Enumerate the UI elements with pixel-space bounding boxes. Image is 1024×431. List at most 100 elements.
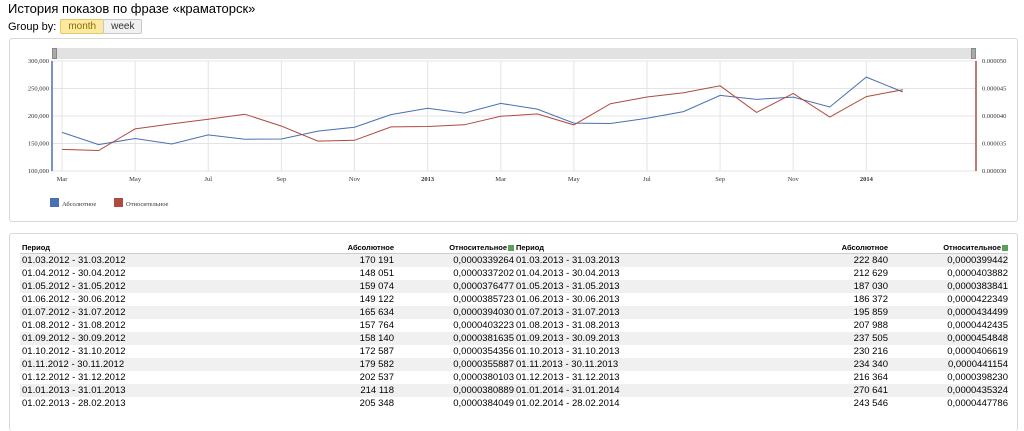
- table-row: 01.12.2013 - 31.12.2013 216 364 0,00003982…: [514, 371, 1008, 384]
- y-left-tick-label: 150,000: [28, 141, 49, 148]
- relative-cell: 0,0000339264: [394, 253, 514, 267]
- period-cell: 01.06.2013 - 30.06.2013: [516, 294, 620, 305]
- table-row: 01.09.2012 - 30.09.2012 158 140 0,00003816…: [20, 332, 514, 345]
- absolute-cell: 207 988: [853, 320, 888, 331]
- col-header-period[interactable]: Период: [20, 242, 242, 254]
- relative-cell: 0,0000441154: [888, 358, 1008, 371]
- absolute-cell: 195 859: [736, 306, 888, 319]
- x-tick-label: 2013: [421, 176, 435, 183]
- relative-cell: 0,0000354356: [453, 346, 514, 357]
- y-right-tick-label: 0.000035: [982, 141, 1006, 148]
- range-handle-left[interactable]: [52, 48, 57, 59]
- relative-cell: 0,0000422349: [947, 294, 1008, 305]
- chart-panel: 300,000 0.000050 250,000 0.000045 200,000 0.0…: [9, 38, 1018, 222]
- absolute-cell: 230 216: [853, 346, 888, 357]
- sort-icon[interactable]: [508, 245, 514, 252]
- period-cell: 01.09.2012 - 30.09.2012: [20, 332, 242, 345]
- absolute-cell: 205 348: [359, 398, 394, 409]
- absolute-cell: 149 122: [359, 294, 394, 305]
- table-row: 01.10.2012 - 31.10.2012 172 587 0,00003543…: [20, 345, 514, 358]
- table-row: 01.02.2013 - 28.02.2013 205 348 0,00003840…: [20, 397, 514, 410]
- period-cell: 01.11.2012 - 30.11.2012: [20, 358, 242, 371]
- relative-cell: 0,0000381635: [394, 332, 514, 345]
- table-row: 01.06.2013 - 30.06.2013 186 372 0,00004223…: [514, 293, 1008, 306]
- table-row: 01.01.2013 - 31.01.2013 214 118 0,00003808…: [20, 384, 514, 397]
- period-cell: 01.07.2013 - 31.07.2013: [514, 306, 736, 319]
- absolute-cell: 187 030: [736, 280, 888, 293]
- relative-cell: 0,0000403223: [453, 320, 514, 331]
- legend-swatch: [50, 198, 59, 207]
- col-header-period[interactable]: Период: [514, 242, 736, 254]
- x-tick-label: Mar: [495, 176, 507, 183]
- absolute-cell: 237 505: [736, 332, 888, 345]
- absolute-cell: 165 634: [242, 306, 394, 319]
- absolute-cell: 159 074: [242, 280, 394, 293]
- period-cell: 01.06.2012 - 30.06.2012: [22, 294, 126, 305]
- legend-label: Абсолютное: [62, 201, 96, 208]
- period-cell: 01.03.2012 - 31.03.2012: [20, 253, 242, 267]
- col-header-relative[interactable]: Относительное: [888, 242, 1008, 254]
- relative-cell: 0,0000442435: [947, 320, 1008, 331]
- absolute-cell: 172 587: [359, 346, 394, 357]
- period-cell: 01.05.2013 - 31.05.2013: [514, 280, 736, 293]
- table-row: 01.11.2013 - 30.11.2013 234 340 0,00004411…: [514, 358, 1008, 371]
- period-cell: 01.08.2012 - 31.08.2012: [22, 320, 126, 331]
- relative-cell: 0,0000355887: [394, 358, 514, 371]
- legend-swatch: [114, 198, 123, 207]
- relative-cell: 0,0000434499: [888, 306, 1008, 319]
- y-left-tick-label: 200,000: [28, 113, 49, 120]
- relative-cell: 0,0000398230: [947, 372, 1008, 383]
- period-cell: 01.02.2013 - 28.02.2013: [22, 398, 126, 409]
- relative-cell: 0,0000454848: [888, 332, 1008, 345]
- col-header-relative[interactable]: Относительное: [394, 242, 514, 254]
- range-handle-right[interactable]: [971, 48, 976, 59]
- relative-cell: 0,0000337202: [453, 268, 514, 279]
- absolute-cell: 234 340: [736, 358, 888, 371]
- absolute-cell: 202 537: [359, 372, 394, 383]
- relative-cell: 0,0000383841: [888, 280, 1008, 293]
- table-row: 01.07.2013 - 31.07.2013 195 859 0,00004344…: [514, 306, 1008, 319]
- relative-cell: 0,0000406619: [947, 346, 1008, 357]
- stats-table-panel: Период Абсолютное Относительное 01.03.20…: [9, 233, 1018, 431]
- table-row: 01.11.2012 - 30.11.2012 179 582 0,00003558…: [20, 358, 514, 371]
- col-header-absolute[interactable]: Абсолютное: [736, 242, 888, 254]
- absolute-cell: 170 191: [242, 253, 394, 267]
- stats-table-left: Период Абсолютное Относительное 01.03.20…: [20, 242, 514, 410]
- col-header-absolute[interactable]: Абсолютное: [242, 242, 394, 254]
- absolute-cell: 222 840: [736, 253, 888, 267]
- group-month-button[interactable]: month: [60, 19, 105, 34]
- table-row: 01.09.2013 - 30.09.2013 237 505 0,00004548…: [514, 332, 1008, 345]
- col-header-relative-label: Относительное: [943, 243, 1001, 252]
- table-row: 01.04.2013 - 30.04.2013 212 629 0,00004038…: [514, 267, 1008, 280]
- table-row: 01.01.2014 - 31.01.2014 270 641 0,00004353…: [514, 384, 1008, 397]
- absolute-cell: 216 364: [853, 372, 888, 383]
- col-header-relative-label: Относительное: [449, 243, 507, 252]
- y-left-tick-label: 100,000: [28, 168, 49, 175]
- absolute-cell: 270 641: [736, 384, 888, 397]
- absolute-cell: 157 764: [359, 320, 394, 331]
- table-row: 01.12.2012 - 31.12.2012 202 537 0,00003801…: [20, 371, 514, 384]
- x-tick-label: Jul: [204, 176, 212, 183]
- y-right-tick-label: 0.000040: [982, 113, 1006, 120]
- y-right-tick-label: 0.000045: [982, 86, 1006, 93]
- group-week-button[interactable]: week: [103, 19, 143, 34]
- table-row: 01.06.2012 - 30.06.2012 149 122 0,00003857…: [20, 293, 514, 306]
- absolute-cell: 179 582: [242, 358, 394, 371]
- group-by-control: Group by: month week: [8, 19, 143, 34]
- period-cell: 01.01.2013 - 31.01.2013: [20, 384, 242, 397]
- line-chart: 300,000 0.000050 250,000 0.000045 200,000 0.0…: [28, 58, 1007, 208]
- table-row: 01.03.2013 - 31.03.2013 222 840 0,00003994…: [514, 253, 1008, 267]
- absolute-cell: 158 140: [242, 332, 394, 345]
- relative-cell: 0,0000376477: [394, 280, 514, 293]
- range-scrollbar[interactable]: [52, 48, 976, 59]
- x-tick-label: 2014: [860, 176, 874, 183]
- period-cell: 01.05.2012 - 31.05.2012: [20, 280, 242, 293]
- x-tick-label: May: [568, 176, 581, 183]
- table-row: 01.07.2012 - 31.07.2012 165 634 0,00003940…: [20, 306, 514, 319]
- sort-icon[interactable]: [1002, 245, 1008, 252]
- relative-cell: 0,0000447786: [947, 398, 1008, 409]
- page-title: История показов по фразе «краматорск»: [8, 1, 256, 16]
- x-tick-label: Nov: [788, 176, 800, 183]
- relative-cell: 0,0000380103: [453, 372, 514, 383]
- period-cell: 01.02.2014 - 28.02.2014: [516, 398, 620, 409]
